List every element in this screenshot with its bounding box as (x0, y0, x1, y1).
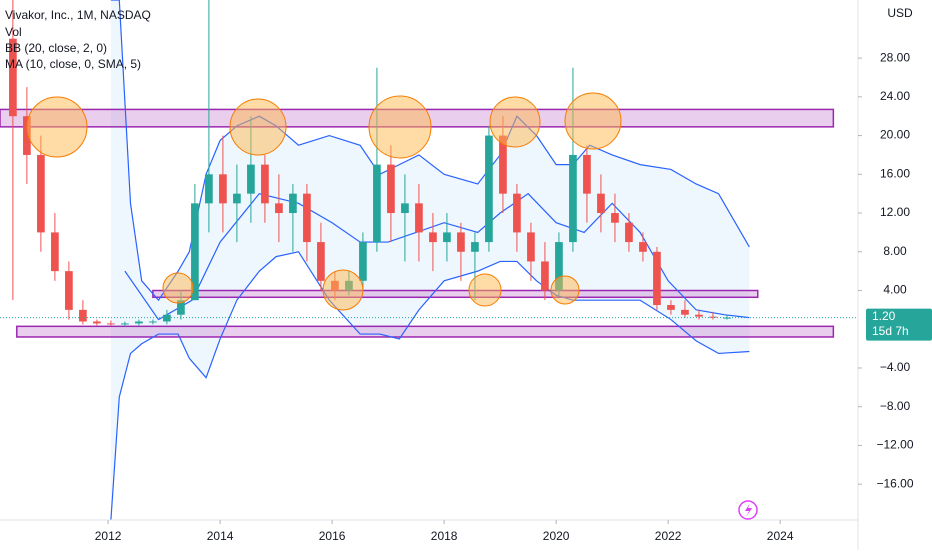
y-tick-label: 8.00 (883, 244, 907, 258)
y-tick-label: −12.00 (876, 438, 913, 452)
candle-body (415, 203, 423, 233)
y-tick-label: 12.00 (880, 205, 910, 219)
candle-body (149, 321, 157, 323)
currency: USD (887, 6, 913, 20)
candle-body (625, 222, 633, 243)
candle-body (247, 164, 255, 194)
price-zone (16, 325, 835, 338)
candle-body (555, 242, 563, 291)
candle-body (373, 164, 381, 243)
candle-body (219, 174, 227, 204)
candle-body (541, 261, 549, 291)
candle-body (23, 116, 31, 155)
circle (564, 92, 622, 150)
candle-body (695, 314, 703, 317)
y-tick-label: −8.00 (880, 399, 911, 413)
x-tick-label: 2024 (767, 529, 794, 543)
candle-body (79, 309, 87, 322)
candle-body (37, 154, 45, 233)
candle-body (359, 242, 367, 281)
indicator: Vol (5, 25, 22, 39)
countdown: 15d 7h (872, 324, 909, 338)
candle-body (653, 251, 661, 306)
alert-bolt (745, 503, 752, 517)
candle-body (499, 135, 507, 194)
circle (26, 96, 88, 158)
candle-body (65, 271, 73, 310)
indicator: BB (20, close, 2, 0) (5, 41, 107, 55)
candle-body (443, 232, 451, 243)
candle-body (709, 316, 717, 318)
chart-title: Vivakor, Inc., 1M, NASDAQ (5, 8, 151, 22)
candle-body (233, 193, 241, 204)
y-tick-label: 20.00 (880, 128, 910, 142)
candle-body (457, 232, 465, 252)
x-tick-label: 2014 (207, 529, 234, 543)
y-tick-label: 28.00 (880, 50, 910, 64)
candle-body (93, 321, 101, 324)
candle-body (667, 305, 675, 310)
candle-body (471, 242, 479, 252)
candle-body (485, 135, 493, 243)
circle (468, 273, 502, 307)
price-label: 1.20 (872, 309, 896, 323)
candle-body (177, 300, 185, 315)
candle-body (275, 203, 283, 214)
highlight-circles (26, 92, 622, 311)
y-tick-label: 4.00 (883, 283, 907, 297)
y-tick-label: 24.00 (880, 89, 910, 103)
candle-body (135, 321, 143, 324)
y-tick-label: 16.00 (880, 166, 910, 180)
candle-body (681, 309, 689, 315)
candle-body (121, 323, 129, 325)
candle-body (569, 154, 577, 243)
x-tick-label: 2012 (95, 529, 122, 543)
candle-body (261, 164, 269, 204)
x-tick-label: 2022 (655, 529, 682, 543)
circle (489, 96, 541, 148)
candle-body (303, 193, 311, 243)
candle-body (51, 232, 59, 272)
x-tick-label: 2016 (319, 529, 346, 543)
circle (322, 269, 364, 311)
candle-body (583, 154, 591, 194)
candle-body (401, 203, 409, 214)
candle-body (191, 203, 199, 301)
candle-body (513, 193, 521, 233)
candle-body (289, 193, 297, 214)
circle (229, 98, 287, 156)
candle-body (9, 38, 17, 117)
candle-body (527, 232, 535, 262)
candle-body (163, 314, 171, 322)
price-label-bg (866, 308, 932, 341)
candle-body (387, 164, 395, 214)
candle-body (639, 242, 647, 252)
band-lower (110, 251, 750, 521)
x-tick-label: 2018 (431, 529, 458, 543)
candle-body (611, 213, 619, 223)
candle-body (429, 232, 437, 243)
candle-body (107, 323, 115, 325)
candle-body (317, 242, 325, 281)
y-tick-label: −16.00 (876, 476, 913, 490)
x-tick-label: 2020 (543, 529, 570, 543)
circle (550, 275, 580, 305)
circle (162, 272, 194, 304)
candle-body (205, 174, 213, 204)
y-tick-label: −4.00 (880, 360, 911, 374)
plot-under (0, 0, 835, 521)
circle (368, 95, 432, 159)
candle-body (597, 193, 605, 214)
indicator: MA (10, close, 0, SMA, 5) (5, 57, 141, 71)
